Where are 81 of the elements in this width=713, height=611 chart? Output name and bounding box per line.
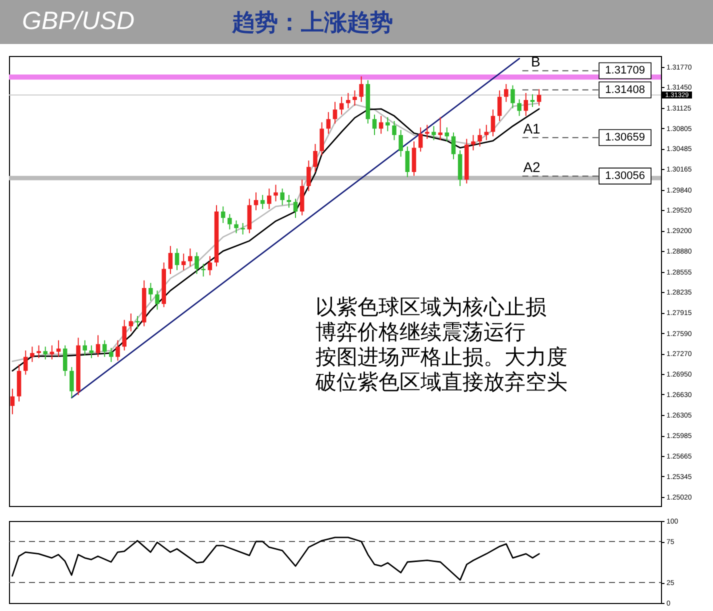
candlestick — [109, 347, 114, 362]
candlestick — [425, 124, 430, 140]
candlestick — [392, 120, 396, 141]
candlestick — [155, 290, 160, 310]
candlestick — [524, 92, 528, 116]
candlestick — [306, 160, 311, 192]
annotation: 破位紫色区域直接放弃空头 — [314, 370, 568, 394]
candlestick — [418, 126, 423, 152]
candlestick — [128, 313, 134, 332]
candlestick — [82, 340, 88, 356]
candlestick — [504, 84, 508, 102]
candlestick — [102, 340, 107, 358]
candlestick — [286, 194, 292, 208]
annotation: 按图进场严格止损。大力度 — [315, 345, 568, 369]
candlestick — [234, 220, 238, 234]
candlestick — [23, 350, 28, 376]
candlestick — [135, 316, 140, 330]
candlestick — [517, 98, 522, 116]
candlestick — [30, 346, 34, 362]
candlestick — [89, 344, 94, 359]
annotation: B — [530, 54, 540, 70]
candlestick — [267, 188, 272, 210]
ref-line-label: 1.30056 — [605, 170, 645, 182]
candlestick — [148, 282, 153, 302]
candlestick — [280, 188, 284, 206]
annotation: 以紫色球区域为核心止损 — [315, 295, 546, 319]
candlestick — [122, 319, 126, 351]
candlestick — [194, 252, 199, 274]
candlestick — [444, 126, 450, 142]
candlestick — [398, 129, 403, 158]
candlestick — [339, 96, 344, 116]
candlestick — [320, 122, 324, 156]
ref-line-label: 1.30659 — [605, 132, 645, 144]
candlestick — [372, 114, 377, 136]
candlestick — [240, 222, 245, 235]
candlestick — [188, 248, 192, 267]
ref-line-label: 1.31709 — [605, 64, 645, 77]
candlestick — [56, 340, 61, 358]
candlestick — [274, 184, 278, 202]
candlestick — [62, 344, 68, 376]
candlestick — [352, 90, 357, 106]
candlestick — [254, 192, 258, 211]
chart-subtitle: 趋势：上涨趋势 — [232, 9, 393, 37]
candlestick — [96, 334, 100, 358]
candlestick — [70, 366, 74, 398]
candlestick — [43, 346, 48, 360]
candlestick — [471, 134, 476, 151]
candlestick — [228, 214, 232, 230]
candlestick — [208, 256, 212, 276]
candlestick — [346, 92, 350, 109]
candlestick — [168, 245, 173, 274]
candlestick — [332, 101, 338, 124]
ref-line-label: 1.31408 — [605, 84, 645, 96]
candlestick — [181, 253, 186, 271]
annotation: 博弈价格继续震荡运行 — [315, 320, 526, 344]
candlestick — [530, 94, 535, 108]
candlestick — [116, 340, 120, 362]
candlestick — [326, 112, 331, 134]
candlestick — [451, 132, 456, 160]
candlestick — [432, 126, 436, 141]
annotation: A1 — [523, 120, 541, 137]
candlestick — [438, 116, 442, 141]
line-series — [12, 536, 540, 581]
candlestick — [405, 146, 410, 178]
candlestick — [386, 116, 390, 132]
candlestick — [220, 206, 226, 224]
annotation: A2 — [523, 159, 541, 176]
candlestick — [293, 198, 298, 218]
candlestick — [478, 128, 482, 148]
candlestick — [536, 88, 542, 106]
candlestick — [50, 344, 54, 360]
candlestick — [313, 143, 318, 173]
candlestick — [510, 84, 515, 109]
candlestick — [36, 344, 41, 359]
candlestick — [10, 388, 15, 415]
chart-title: GBP/USD — [22, 7, 135, 36]
candlestick — [260, 194, 265, 210]
candlestick — [497, 90, 502, 122]
candlestick — [174, 248, 180, 271]
candlestick — [490, 109, 496, 137]
candlestick — [359, 76, 364, 102]
